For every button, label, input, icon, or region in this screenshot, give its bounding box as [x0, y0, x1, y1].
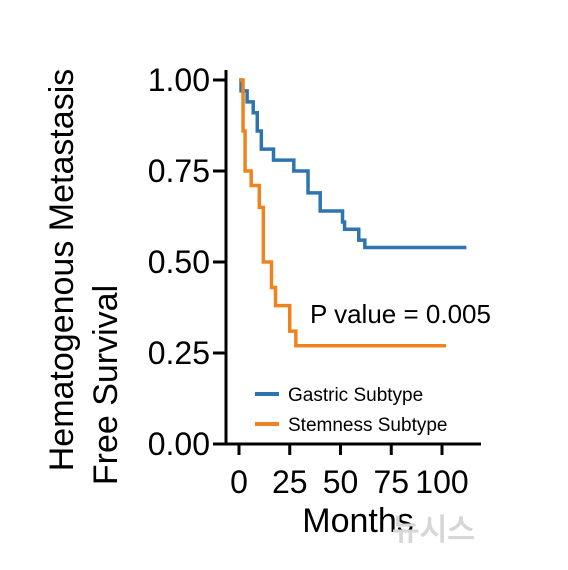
x-tick-label: 0 [230, 464, 248, 500]
y-tick-label: 0.50 [148, 244, 210, 280]
x-tick-label: 25 [272, 464, 308, 500]
y-axis-title-line-1: Hematogenous Metastasis [43, 69, 81, 472]
p-value-annotation: P value = 0.005 [310, 299, 491, 329]
y-tick-label: 0.75 [148, 153, 210, 189]
legend: Gastric Subtype Stemness Subtype [255, 385, 447, 436]
y-axis-title: Hematogenous Metastasis Free Survival [43, 69, 125, 485]
survival-curve-stemness-subtype [239, 78, 447, 348]
x-tick-label: 100 [415, 464, 468, 500]
x-tick-label: 50 [323, 464, 359, 500]
x-tick-label: 75 [373, 464, 409, 500]
y-tick-label: 0.25 [148, 335, 210, 371]
y-axis-title-line-2: Free Survival [87, 285, 125, 485]
y-axis-ticks: 0.00 0.25 0.50 0.75 1.00 [148, 62, 226, 462]
y-tick-label: 0.00 [148, 426, 210, 462]
x-axis-title: Months [302, 502, 414, 540]
legend-label: Stemness Subtype [288, 415, 447, 436]
y-tick-label: 1.00 [148, 62, 210, 98]
survival-curve-gastric-subtype [239, 78, 467, 250]
x-axis-ticks: 0 25 50 75 100 [230, 444, 469, 500]
survival-curves [239, 78, 467, 348]
legend-label: Gastric Subtype [288, 385, 423, 406]
watermark-logo: 뉴시스 [392, 513, 475, 548]
